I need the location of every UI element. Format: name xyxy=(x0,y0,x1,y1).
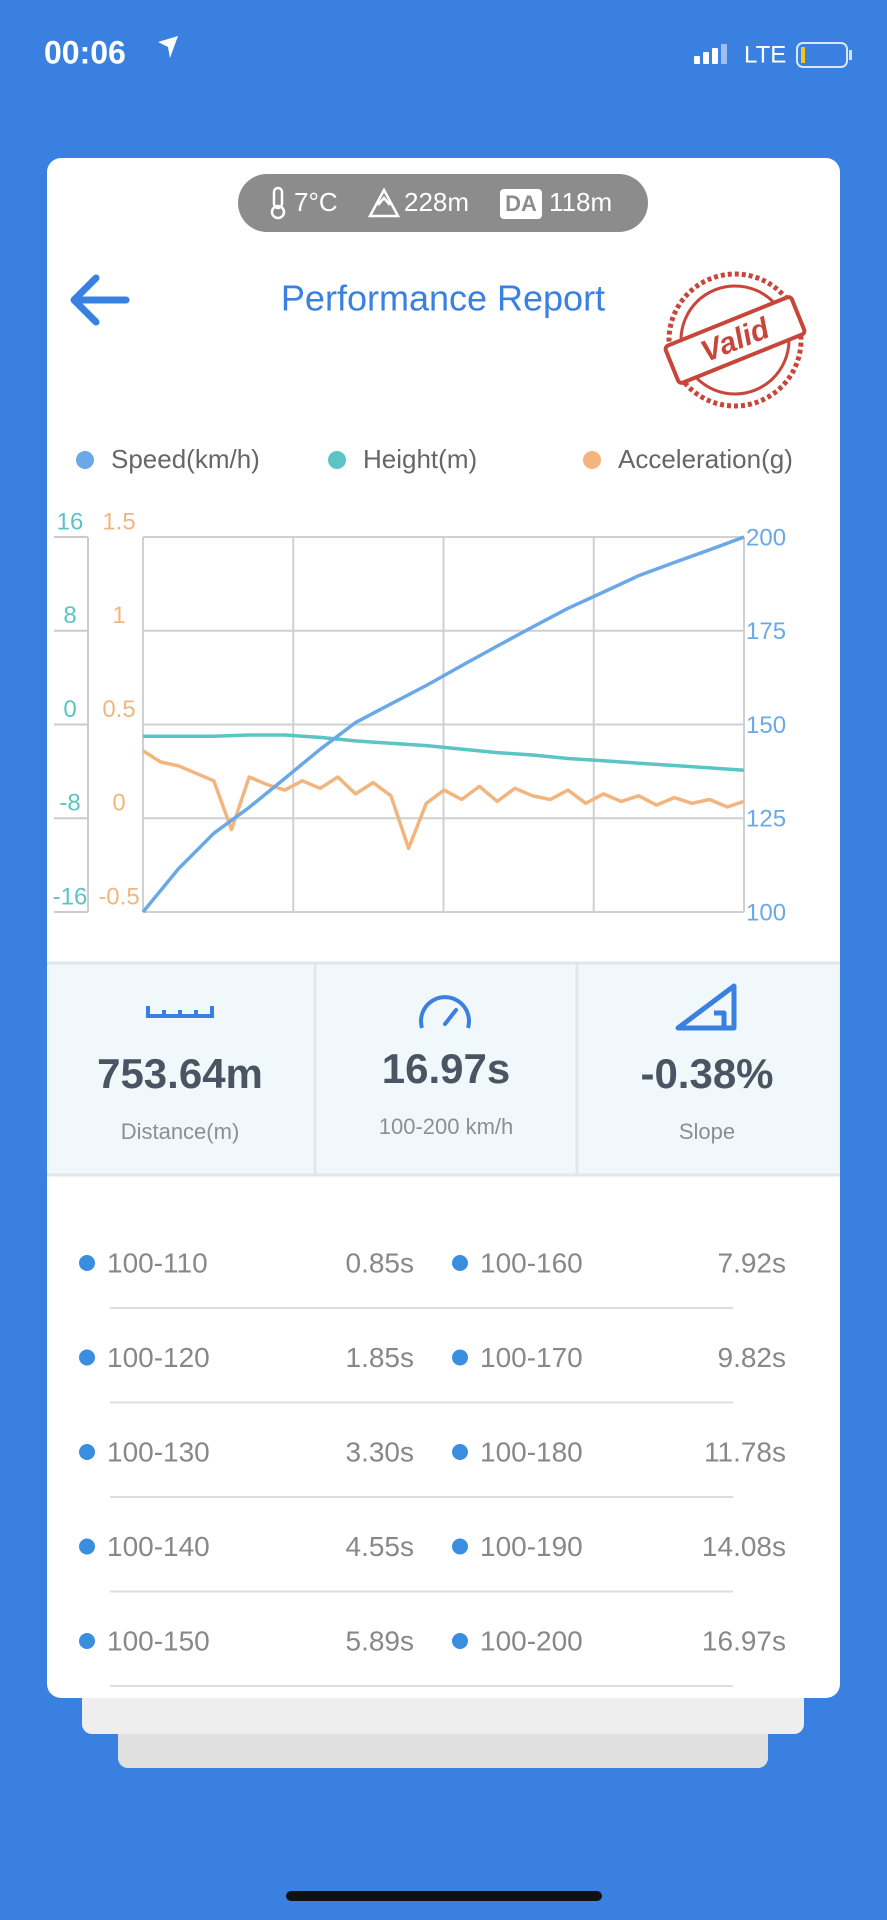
network: LTE xyxy=(744,41,786,68)
ruler-icon xyxy=(146,1006,214,1018)
split-range: 100-190 xyxy=(480,1531,583,1562)
stat-value: -0.38% xyxy=(640,1050,773,1097)
y3-tick-label: 0.5 xyxy=(102,696,135,723)
da-badge: DA xyxy=(505,191,537,216)
home-indicator xyxy=(286,1891,602,1901)
split-range: 100-140 xyxy=(107,1531,210,1562)
y3-tick-label: 1 xyxy=(112,602,125,629)
back-button[interactable] xyxy=(70,274,130,326)
gauge-icon xyxy=(419,995,471,1029)
card xyxy=(47,158,840,1698)
split-range: 100-180 xyxy=(480,1436,583,1467)
split-range: 100-200 xyxy=(480,1625,583,1656)
split-dot xyxy=(452,1349,468,1366)
split-time: 5.89s xyxy=(346,1625,415,1656)
thermometer-icon xyxy=(270,186,286,220)
split-time: 16.97s xyxy=(702,1625,786,1656)
mountain-icon xyxy=(367,187,401,218)
y-tick-label: 125 xyxy=(746,806,786,833)
clock: 00:06 xyxy=(44,34,126,70)
legend-marker xyxy=(76,451,94,469)
splits-list: 100-110 0.85s 100-120 1.85s 100-130 3.30s 100-… xyxy=(79,1247,787,1687)
split-time: 3.30s xyxy=(346,1436,415,1467)
split-dot xyxy=(79,1255,95,1271)
chart: Speed(km/h) Height(m) Acceleration(g)10012… xyxy=(53,444,793,926)
conditions-pill xyxy=(238,174,648,232)
split-time: 1.85s xyxy=(346,1342,415,1373)
stat-value: 753.64m xyxy=(97,1050,263,1097)
series-line xyxy=(142,749,745,851)
stat-label: 100-200 km/h xyxy=(379,1114,514,1139)
density-altitude: 118m xyxy=(549,187,612,217)
y-tick-label: 175 xyxy=(746,618,786,645)
split-range: 100-150 xyxy=(107,1625,210,1656)
series-line xyxy=(143,733,745,772)
legend-marker xyxy=(328,451,346,469)
y2-tick-label: -16 xyxy=(53,883,88,910)
y3-tick-label: 1.5 xyxy=(102,508,135,535)
location-icon xyxy=(158,36,178,58)
split-range: 100-120 xyxy=(107,1342,210,1373)
split-dot xyxy=(452,1444,468,1460)
y2-tick-label: 0 xyxy=(63,696,76,723)
y-tick-label: 200 xyxy=(746,524,786,551)
split-dot xyxy=(79,1349,95,1366)
legend-label: Acceleration(g) xyxy=(618,444,793,474)
split-dot xyxy=(452,1538,468,1555)
y3-tick-label: 0 xyxy=(112,790,125,817)
y2-tick-label: 16 xyxy=(57,508,84,535)
split-range: 100-160 xyxy=(480,1247,583,1278)
altitude: 228m xyxy=(404,187,469,217)
da-badge-bg xyxy=(500,189,542,219)
stat-label: Distance(m) xyxy=(121,1119,240,1144)
slope-icon xyxy=(675,983,737,1031)
split-dot xyxy=(452,1633,468,1649)
split-range: 100-110 xyxy=(107,1247,208,1278)
y3-tick-label: -0.5 xyxy=(98,883,139,910)
split-dot xyxy=(79,1633,95,1649)
split-time: 9.82s xyxy=(718,1342,787,1373)
signal-icon xyxy=(694,44,727,64)
title: Performance Report xyxy=(281,278,605,319)
stat-value: 16.97s xyxy=(382,1045,510,1092)
legend-label: Speed(km/h) xyxy=(111,444,260,474)
y-tick-label: 100 xyxy=(746,899,786,926)
y2-tick-label: -8 xyxy=(59,790,80,817)
stat-label: Slope xyxy=(679,1119,735,1144)
split-range: 100-170 xyxy=(480,1342,583,1373)
split-time: 4.55s xyxy=(346,1531,415,1562)
split-range: 100-130 xyxy=(107,1436,210,1467)
y-tick-label: 150 xyxy=(746,712,786,739)
split-time: 11.78s xyxy=(704,1436,786,1467)
split-time: 0.85s xyxy=(346,1247,415,1278)
split-time: 7.92s xyxy=(718,1247,787,1278)
y2-tick-label: 8 xyxy=(63,602,76,629)
split-dot xyxy=(452,1255,468,1271)
split-dot xyxy=(79,1444,95,1460)
series-line xyxy=(141,535,745,914)
battery-icon xyxy=(796,42,852,68)
temperature: 7°C xyxy=(294,187,338,217)
legend-marker xyxy=(583,451,601,469)
legend-label: Height(m) xyxy=(363,444,477,474)
split-time: 14.08s xyxy=(702,1531,786,1562)
split-dot xyxy=(79,1538,95,1555)
